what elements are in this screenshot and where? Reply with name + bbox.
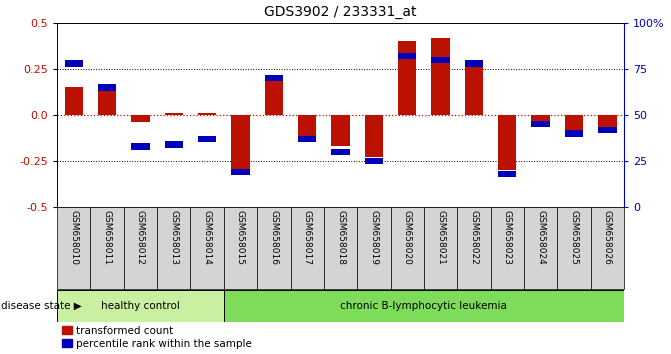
FancyBboxPatch shape — [498, 171, 517, 177]
FancyBboxPatch shape — [298, 136, 316, 142]
Bar — [365, 115, 383, 158]
Text: GSM658020: GSM658020 — [403, 210, 412, 264]
FancyBboxPatch shape — [264, 75, 283, 81]
Bar — [498, 115, 517, 170]
Bar — [224, 290, 624, 322]
Bar — [57, 207, 91, 289]
Text: GSM658016: GSM658016 — [269, 210, 278, 264]
FancyBboxPatch shape — [531, 121, 550, 127]
Bar — [198, 113, 216, 115]
FancyBboxPatch shape — [431, 57, 450, 63]
Text: GSM658021: GSM658021 — [436, 210, 445, 264]
Text: disease state ▶: disease state ▶ — [1, 301, 82, 311]
Bar — [224, 207, 257, 289]
Bar — [257, 207, 291, 289]
FancyBboxPatch shape — [164, 141, 183, 148]
Bar — [98, 91, 116, 115]
Bar — [298, 115, 316, 141]
FancyBboxPatch shape — [465, 60, 483, 67]
Bar — [264, 80, 283, 115]
Bar — [157, 207, 191, 289]
Text: GSM658022: GSM658022 — [470, 210, 478, 264]
Bar — [91, 207, 123, 289]
FancyBboxPatch shape — [64, 60, 83, 67]
Text: GSM658025: GSM658025 — [570, 210, 578, 264]
Text: GSM658012: GSM658012 — [136, 210, 145, 264]
Text: healthy control: healthy control — [101, 301, 180, 311]
Bar — [331, 115, 350, 146]
Bar — [590, 207, 624, 289]
Text: GSM658026: GSM658026 — [603, 210, 612, 264]
Text: GSM658011: GSM658011 — [103, 210, 111, 264]
FancyBboxPatch shape — [132, 143, 150, 149]
Bar — [457, 207, 491, 289]
Text: GSM658013: GSM658013 — [169, 210, 178, 264]
Bar — [191, 207, 224, 289]
Bar — [424, 207, 457, 289]
Bar — [64, 87, 83, 115]
Text: chronic B-lymphocytic leukemia: chronic B-lymphocytic leukemia — [340, 301, 507, 311]
Bar — [164, 113, 183, 115]
Text: GSM658014: GSM658014 — [203, 210, 211, 264]
Bar — [132, 115, 150, 122]
FancyBboxPatch shape — [331, 149, 350, 155]
FancyBboxPatch shape — [598, 127, 617, 133]
Bar — [291, 207, 324, 289]
Bar — [531, 115, 550, 122]
Text: GSM658018: GSM658018 — [336, 210, 345, 264]
Text: GSM658019: GSM658019 — [369, 210, 378, 264]
FancyBboxPatch shape — [398, 53, 417, 59]
Bar — [565, 115, 583, 133]
FancyBboxPatch shape — [231, 169, 250, 175]
Text: GSM658015: GSM658015 — [236, 210, 245, 264]
Bar — [524, 207, 558, 289]
FancyBboxPatch shape — [565, 130, 583, 137]
Bar — [491, 207, 524, 289]
Bar — [398, 41, 417, 115]
Text: GSM658017: GSM658017 — [303, 210, 312, 264]
Text: GSM658023: GSM658023 — [503, 210, 512, 264]
Bar — [324, 207, 357, 289]
Bar — [57, 290, 224, 322]
FancyBboxPatch shape — [365, 158, 383, 164]
Bar — [231, 115, 250, 170]
Bar — [431, 38, 450, 115]
Bar — [391, 207, 424, 289]
Bar — [123, 207, 157, 289]
Text: GSM658024: GSM658024 — [536, 210, 545, 264]
Legend: transformed count, percentile rank within the sample: transformed count, percentile rank withi… — [62, 326, 252, 349]
FancyBboxPatch shape — [98, 84, 116, 91]
FancyBboxPatch shape — [198, 136, 216, 142]
Bar — [598, 115, 617, 130]
Title: GDS3902 / 233331_at: GDS3902 / 233331_at — [264, 5, 417, 19]
Bar — [558, 207, 590, 289]
Bar — [357, 207, 391, 289]
Text: GSM658010: GSM658010 — [69, 210, 79, 264]
Bar — [465, 67, 483, 115]
